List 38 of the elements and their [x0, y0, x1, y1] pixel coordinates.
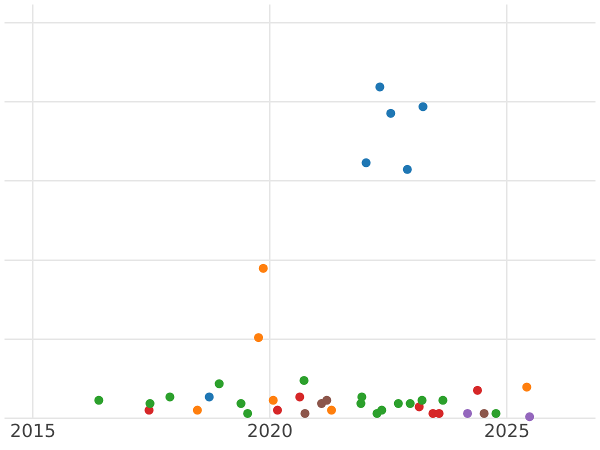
point: [386, 108, 396, 118]
point: [236, 399, 246, 408]
point: [94, 396, 104, 405]
x-tick-label: 2020: [247, 420, 293, 442]
point: [322, 396, 332, 405]
x-tick-label: 2025: [484, 420, 530, 442]
point: [402, 164, 412, 174]
point: [356, 399, 366, 408]
point: [146, 399, 154, 408]
point: [394, 399, 403, 408]
point: [214, 379, 224, 388]
point: [463, 408, 472, 418]
point: [377, 406, 386, 415]
point: [268, 396, 278, 405]
point: [491, 408, 500, 418]
point: [300, 376, 309, 385]
point: [254, 333, 264, 342]
point: [204, 392, 214, 402]
point: [192, 406, 202, 415]
point: [438, 396, 448, 405]
point: [480, 408, 489, 418]
point: [434, 408, 444, 418]
point: [418, 396, 427, 405]
point: [272, 406, 282, 415]
point: [406, 399, 415, 408]
point: [300, 408, 310, 418]
point: [525, 412, 534, 422]
point: [362, 158, 371, 168]
point: [522, 382, 532, 392]
point: [165, 392, 174, 402]
point: [327, 406, 336, 415]
point: [472, 386, 482, 395]
point: [258, 264, 268, 273]
point: [375, 82, 384, 92]
point: [295, 392, 304, 402]
x-tick-label: 2015: [10, 420, 56, 442]
point: [243, 408, 252, 418]
point: [418, 102, 428, 112]
